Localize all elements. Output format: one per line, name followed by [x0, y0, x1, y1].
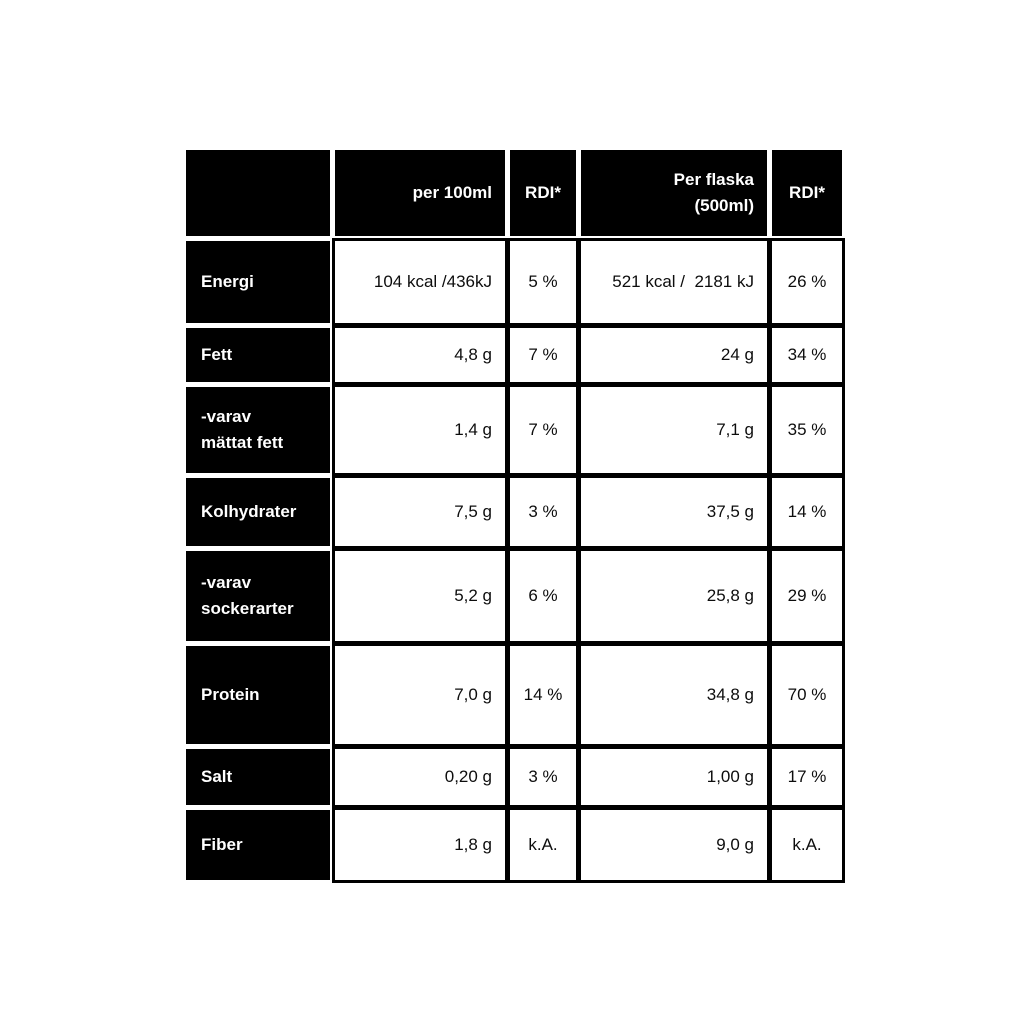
nutrition-table: per 100ml RDI* Per flaska (500ml) RDI* Energ… [186, 150, 845, 883]
header-cell-per-100ml: per 100ml [335, 150, 505, 236]
row-label-protein: Protein [186, 646, 330, 744]
row-label-fiber: Fiber [186, 810, 330, 880]
row-label-salt: Salt [186, 749, 330, 805]
cell-salt-per-100ml: 0,20 g [332, 746, 508, 808]
cell-varav-sockerarter-rdi-100ml: 6 % [507, 548, 579, 644]
cell-energi-rdi-flaska: 26 % [769, 238, 845, 326]
cell-varav-mattat-fett-rdi-flaska: 35 % [769, 384, 845, 476]
cell-kolhydrater-per-flaska: 37,5 g [578, 475, 770, 549]
header-cell-rdi-100ml: RDI* [510, 150, 576, 236]
header-cell-rdi-flaska: RDI* [772, 150, 842, 236]
cell-fiber-per-flaska: 9,0 g [578, 807, 770, 883]
cell-kolhydrater-rdi-100ml: 3 % [507, 475, 579, 549]
row-label-fett: Fett [186, 328, 330, 382]
cell-protein-rdi-flaska: 70 % [769, 643, 845, 747]
cell-protein-per-flaska: 34,8 g [578, 643, 770, 747]
cell-kolhydrater-per-100ml: 7,5 g [332, 475, 508, 549]
header-cell-corner [186, 150, 330, 236]
cell-fett-rdi-100ml: 7 % [507, 325, 579, 385]
cell-varav-sockerarter-per-flaska: 25,8 g [578, 548, 770, 644]
cell-salt-per-flaska: 1,00 g [578, 746, 770, 808]
cell-varav-sockerarter-per-100ml: 5,2 g [332, 548, 508, 644]
row-label-kolhydrater: Kolhydrater [186, 478, 330, 546]
row-label-varav-mattat-fett: -varav mättat fett [186, 387, 330, 473]
row-label-energi: Energi [186, 241, 330, 323]
cell-varav-mattat-fett-rdi-100ml: 7 % [507, 384, 579, 476]
cell-salt-rdi-100ml: 3 % [507, 746, 579, 808]
cell-varav-mattat-fett-per-flaska: 7,1 g [578, 384, 770, 476]
cell-fett-per-flaska: 24 g [578, 325, 770, 385]
cell-fett-rdi-flaska: 34 % [769, 325, 845, 385]
cell-energi-rdi-100ml: 5 % [507, 238, 579, 326]
cell-fett-per-100ml: 4,8 g [332, 325, 508, 385]
cell-varav-sockerarter-rdi-flaska: 29 % [769, 548, 845, 644]
cell-energi-per-flaska: 521 kcal / 2181 kJ [578, 238, 770, 326]
cell-energi-per-100ml: 104 kcal /436kJ [332, 238, 508, 326]
row-label-varav-sockerarter: -varav sockerarter [186, 551, 330, 641]
cell-varav-mattat-fett-per-100ml: 1,4 g [332, 384, 508, 476]
cell-fiber-rdi-flaska: k.A. [769, 807, 845, 883]
header-cell-per-flaska: Per flaska (500ml) [581, 150, 767, 236]
cell-fiber-rdi-100ml: k.A. [507, 807, 579, 883]
cell-protein-per-100ml: 7,0 g [332, 643, 508, 747]
cell-fiber-per-100ml: 1,8 g [332, 807, 508, 883]
cell-protein-rdi-100ml: 14 % [507, 643, 579, 747]
cell-salt-rdi-flaska: 17 % [769, 746, 845, 808]
cell-kolhydrater-rdi-flaska: 14 % [769, 475, 845, 549]
